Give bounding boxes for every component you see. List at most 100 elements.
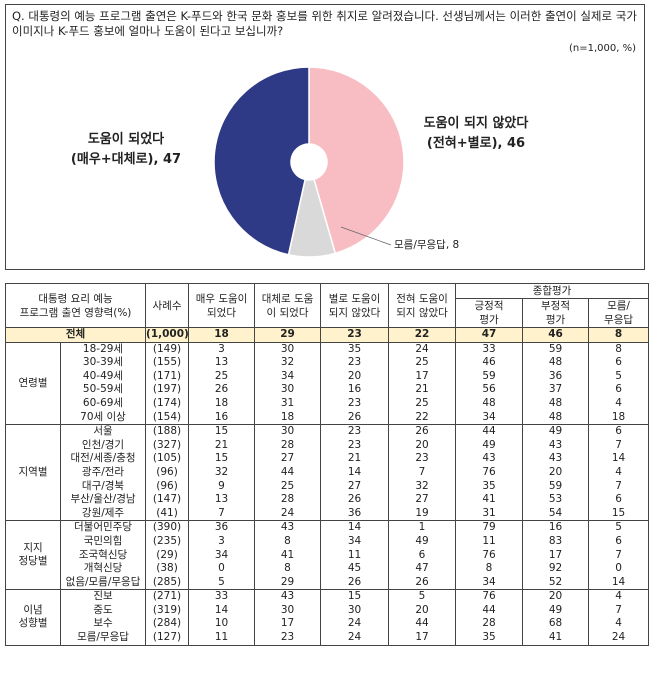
value-cell: 22 — [388, 327, 457, 343]
value-cell: 30 — [254, 383, 322, 397]
value-cell: 36 — [320, 506, 390, 521]
value-cell: 7 — [588, 548, 650, 563]
sample-size: (155) — [145, 356, 190, 370]
value-cell: 44 — [455, 603, 524, 618]
value-cell: 31 — [254, 396, 322, 411]
row-label: 대전/세종/충청 — [59, 452, 147, 466]
value-cell: 34 — [455, 575, 524, 590]
row-label: 대구/경북 — [59, 479, 147, 494]
question: Q. 대통령의 예능 프로그램 출연은 K-푸드와 한국 문화 홍보를 위한 취… — [12, 9, 637, 38]
value-cell: 34 — [254, 369, 322, 384]
value-cell: 4 — [588, 589, 650, 604]
group-label: 지지 정당별 — [5, 520, 61, 590]
donut-slice — [308, 66, 405, 255]
value-cell: 7 — [588, 438, 650, 453]
data-row: 강원/제주 (41) 7 24 36 19 31 54 15 — [6, 506, 650, 521]
value-cell: 35 — [455, 631, 524, 646]
value-cell: 36 — [522, 369, 590, 384]
header-cell: 종합평가 — [455, 283, 650, 299]
value-cell: 41 — [522, 631, 590, 646]
header-cell: 모름/ 무응답 — [588, 298, 650, 328]
value-cell: 8 — [254, 562, 322, 576]
value-cell: 25 — [254, 479, 322, 494]
value-cell: 14 — [588, 575, 650, 590]
row-label: 서울 — [59, 424, 147, 439]
data-row: 60-69세 (174) 18 31 23 25 48 48 4 — [6, 396, 650, 411]
sample-size: (319) — [145, 603, 190, 618]
sample-size: (96) — [145, 465, 190, 480]
value-cell: 23 — [320, 327, 390, 343]
sample-size: (127) — [145, 631, 190, 646]
value-cell: 19 — [388, 506, 457, 521]
value-cell: 16 — [522, 520, 590, 535]
value-cell: 48 — [455, 396, 524, 411]
value-cell: 17 — [388, 631, 457, 646]
data-row: 이념 성향별 진보 (271) 33 43 15 5 76 20 4 — [5, 589, 650, 646]
value-cell: 24 — [588, 631, 650, 646]
value-cell: 25 — [188, 369, 256, 384]
data-row: 없음/모름/무응답 (285) 5 29 26 26 34 52 14 — [6, 575, 650, 590]
value-cell: 34 — [188, 548, 256, 563]
sample-note: (n=1,000, %) — [568, 43, 636, 54]
value-cell: 41 — [455, 493, 524, 507]
value-cell: 16 — [188, 410, 256, 425]
value-cell: 18 — [188, 327, 256, 343]
value-cell: 21 — [388, 383, 457, 397]
slice-label: 도움이 되지 않았다 — [424, 115, 529, 131]
leader-line — [340, 226, 392, 246]
value-cell: 29 — [254, 575, 322, 590]
value-cell: 7 — [588, 479, 650, 494]
value-cell: 44 — [455, 424, 524, 439]
value-cell: 14 — [188, 603, 256, 618]
value-cell: 6 — [588, 424, 650, 439]
data-row: 부산/울산/경남 (147) 13 28 26 27 41 53 6 — [6, 493, 650, 507]
row-label: 없음/모름/무응답 — [59, 575, 147, 590]
row-label: 개혁신당 — [59, 562, 147, 576]
value-cell: 30 — [254, 341, 322, 357]
value-cell: 23 — [254, 631, 322, 646]
header-row: 긍정적 평가 부정적 평가 모름/ 무응답 — [6, 298, 650, 328]
value-cell: 23 — [320, 356, 390, 370]
value-cell: 47 — [388, 562, 457, 576]
value-cell: 18 — [588, 410, 650, 425]
value-cell: 4 — [588, 465, 650, 480]
sample-size: (285) — [145, 575, 190, 590]
sample-size: (38) — [145, 562, 190, 576]
value-cell: 59 — [455, 369, 524, 384]
value-cell: 8 — [588, 327, 650, 343]
value-cell: 49 — [388, 534, 457, 549]
value-cell: 20 — [388, 438, 457, 453]
value-cell: 26 — [388, 575, 457, 590]
header-cell: 부정적 평가 — [522, 298, 590, 328]
row-label: 국민의힘 — [59, 534, 147, 549]
data-row: 국민의힘 (235) 3 8 34 49 11 83 6 — [6, 534, 650, 549]
value-cell: 8 — [254, 534, 322, 549]
value-cell: 46 — [455, 356, 524, 370]
data-row: 대전/세종/충청 (105) 15 27 21 23 43 43 14 — [6, 452, 650, 466]
data-row: 30-39세 (155) 13 32 23 25 46 48 6 — [6, 356, 650, 370]
value-cell: 43 — [254, 589, 322, 604]
data-row: 조국혁신당 (29) 34 41 11 6 76 17 7 — [6, 548, 650, 563]
sample-size: (41) — [145, 506, 190, 521]
value-cell: 24 — [254, 506, 322, 521]
value-cell: 33 — [188, 589, 256, 604]
value-cell: 14 — [588, 452, 650, 466]
value-cell: 11 — [188, 631, 256, 646]
value-cell: 0 — [188, 562, 256, 576]
sample-size: (147) — [145, 493, 190, 507]
value-cell: 11 — [455, 534, 524, 549]
value-cell: 83 — [522, 534, 590, 549]
sample-size: (29) — [145, 548, 190, 563]
value-cell: 33 — [455, 341, 524, 357]
value-cell: 27 — [388, 493, 457, 507]
value-cell: 6 — [388, 548, 457, 563]
value-cell: 43 — [254, 520, 322, 535]
row-label: 조국혁신당 — [59, 548, 147, 563]
value-cell: 76 — [455, 465, 524, 480]
sample-size: (149) — [145, 341, 190, 357]
value-cell: 48 — [522, 356, 590, 370]
sample-size: (154) — [145, 410, 190, 425]
data-row: 지역별 서울 (188) 15 30 23 26 44 49 6 — [5, 424, 650, 521]
value-cell: 5 — [188, 575, 256, 590]
